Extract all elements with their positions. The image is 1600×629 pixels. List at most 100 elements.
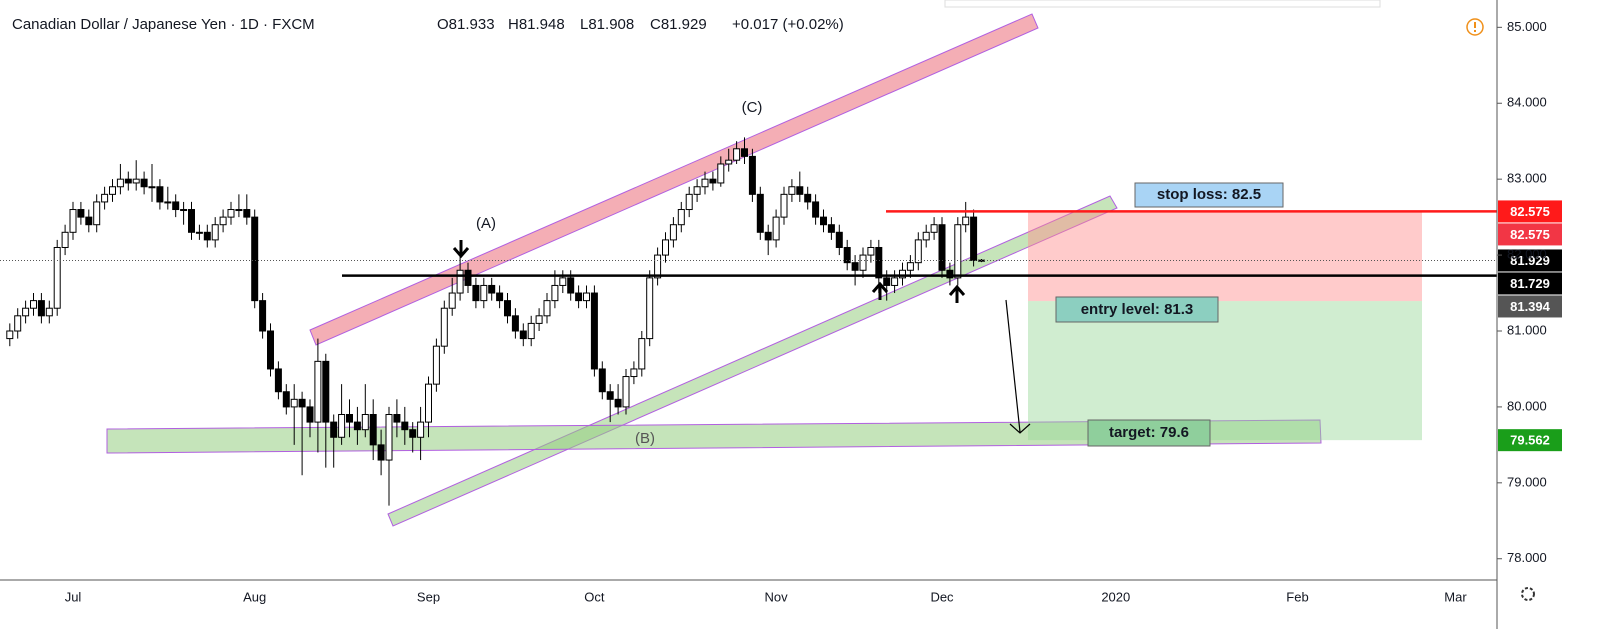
ohlc-low: L81.908 <box>580 16 634 33</box>
up-arrow <box>948 284 966 303</box>
candle-body <box>259 300 267 332</box>
candle-body <box>440 307 448 347</box>
price-tag <box>1498 272 1562 295</box>
price-tag-label: 81.929 <box>1510 253 1550 268</box>
candle-body <box>330 421 338 438</box>
price-tag-label: 81.729 <box>1510 276 1550 291</box>
candle-body <box>875 246 883 279</box>
stop-label: stop loss: 82.5 <box>1157 186 1261 203</box>
candle-body <box>480 284 488 302</box>
candle-body <box>456 269 464 294</box>
candle-body <box>891 277 899 286</box>
candle-body <box>859 254 867 271</box>
candle-body <box>93 201 101 226</box>
candle-body <box>425 383 432 423</box>
candle-body <box>393 414 401 423</box>
candle-body <box>61 231 69 248</box>
candle-body <box>527 322 535 340</box>
candle-body <box>851 262 859 271</box>
down-arrow <box>452 240 470 259</box>
price-tag <box>1498 295 1562 318</box>
candle-body <box>922 231 930 241</box>
candle-body <box>804 193 812 203</box>
ohlc-change: +0.017 (+0.02%) <box>732 16 844 33</box>
price-tag <box>1498 429 1562 452</box>
candle-body <box>906 262 914 271</box>
x-tick-label: 2020 <box>1101 589 1130 604</box>
candle-body <box>962 216 970 226</box>
candle-body <box>820 216 827 226</box>
candle-body <box>338 414 346 438</box>
candle-body <box>788 186 796 195</box>
upper-channel <box>309 13 1039 346</box>
alert-icon[interactable] <box>1466 18 1484 36</box>
candle-body <box>124 178 132 184</box>
candle-body <box>843 246 851 264</box>
candle-body <box>827 224 835 233</box>
candle-body <box>290 398 298 408</box>
candle-body <box>883 277 891 286</box>
candle-body <box>733 148 741 161</box>
candle-body <box>756 193 764 233</box>
alert-icon-dot <box>1474 30 1476 32</box>
candle-body <box>306 406 314 423</box>
candle-body <box>385 414 393 461</box>
wave-label: (C) <box>742 99 763 116</box>
candle-body <box>361 414 369 431</box>
candle-body <box>401 421 409 431</box>
candle-body <box>930 224 938 233</box>
candle-body <box>701 178 709 188</box>
candle-body <box>188 209 195 233</box>
candle-body <box>748 155 756 195</box>
candle-body <box>377 444 385 461</box>
candle-body <box>346 414 353 423</box>
ohlc-high: H81.948 <box>508 16 565 33</box>
candle-body <box>417 421 425 438</box>
candle-body <box>654 254 662 279</box>
price-tag <box>1498 200 1562 223</box>
x-tick-label: Oct <box>584 589 605 604</box>
candle-body <box>946 269 954 279</box>
y-tick-label: 80.000 <box>1507 398 1547 413</box>
candle-body <box>899 269 906 279</box>
candle-body <box>464 269 472 286</box>
candle-body <box>227 209 235 218</box>
candle-body <box>590 292 598 370</box>
candle-body <box>109 186 116 195</box>
profit-zone <box>1028 301 1422 441</box>
candle-body <box>203 231 211 241</box>
settings-icon[interactable] <box>1521 587 1535 601</box>
candle-body <box>472 284 480 302</box>
candle-body <box>914 239 922 264</box>
candle-body <box>85 216 93 226</box>
candle-body <box>575 292 583 302</box>
candle-body <box>243 209 251 218</box>
candle-body <box>22 307 30 317</box>
candle-body <box>101 193 109 203</box>
y-tick-label: 84.000 <box>1507 95 1547 110</box>
candle-body <box>812 201 820 218</box>
candle-body <box>938 224 946 271</box>
candle-body <box>235 209 243 212</box>
candle-body <box>583 292 590 302</box>
candle-body <box>709 178 717 184</box>
candle-body <box>6 330 14 340</box>
price-tag-label: 82.575 <box>1510 204 1550 219</box>
price-tag <box>1498 223 1562 246</box>
candle-body <box>764 231 772 241</box>
symbol-title: Canadian Dollar / Japanese Yen · 1D · FX… <box>12 16 315 33</box>
x-tick-label: Aug <box>243 589 266 604</box>
entry-label-box <box>1055 296 1219 323</box>
candle-body <box>267 330 274 370</box>
price-tag <box>1498 249 1562 272</box>
alert-icon-mark <box>1474 22 1476 28</box>
x-tick-label: Dec <box>930 589 954 604</box>
candle-body <box>488 284 496 294</box>
toolbar[interactable] <box>944 0 1381 8</box>
wave-label: (B) <box>635 430 655 447</box>
y-tick-label: 85.000 <box>1507 19 1547 34</box>
candle-body <box>970 216 978 261</box>
candle-body <box>535 315 543 324</box>
candle-body <box>622 376 630 408</box>
up-arrow <box>871 281 889 300</box>
